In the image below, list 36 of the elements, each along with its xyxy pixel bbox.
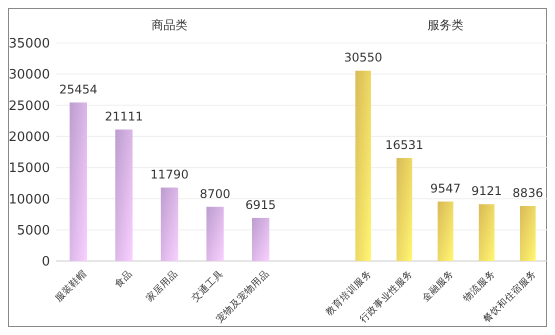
- data-label: 16531: [385, 138, 424, 152]
- bar: [355, 70, 371, 261]
- x-tick-label: 食品: [112, 267, 135, 290]
- data-label: 9121: [471, 184, 502, 198]
- bar: [396, 158, 412, 261]
- y-tick-label: 10000: [8, 192, 50, 208]
- bar: [438, 202, 454, 261]
- bar: [115, 130, 133, 261]
- chart-title: 商品类: [152, 18, 188, 32]
- data-label: 30550: [344, 50, 382, 65]
- y-tick-label: 35000: [8, 36, 50, 52]
- bar: [478, 204, 494, 261]
- data-label: 8836: [512, 186, 544, 200]
- y-tick-label: 5000: [16, 223, 50, 238]
- x-tick-label: 金融服务: [420, 267, 456, 304]
- data-label: 21111: [104, 110, 144, 124]
- data-label: 25454: [59, 82, 98, 96]
- bar: [206, 206, 224, 261]
- bar: [252, 218, 270, 261]
- x-tick-label: 交通工具: [189, 267, 226, 304]
- y-tick-label: 0: [42, 254, 50, 270]
- y-tick-label: 25000: [8, 98, 50, 114]
- data-label: 8700: [200, 186, 230, 201]
- x-tick-label: 服装鞋帽: [52, 267, 90, 304]
- bar: [160, 188, 178, 261]
- data-label: 9547: [430, 182, 461, 196]
- data-label: 6915: [245, 198, 276, 212]
- y-tick-label: 30000: [8, 68, 50, 83]
- y-tick-label: 20000: [8, 130, 50, 145]
- chart-title: 服务类: [428, 18, 464, 32]
- bar: [520, 206, 536, 261]
- x-tick-label: 家居用品: [144, 267, 180, 304]
- bar: [70, 102, 87, 261]
- x-tick-label: 物流服务: [460, 267, 498, 304]
- y-tick-label: 15000: [8, 161, 50, 176]
- data-label: 11790: [150, 168, 189, 182]
